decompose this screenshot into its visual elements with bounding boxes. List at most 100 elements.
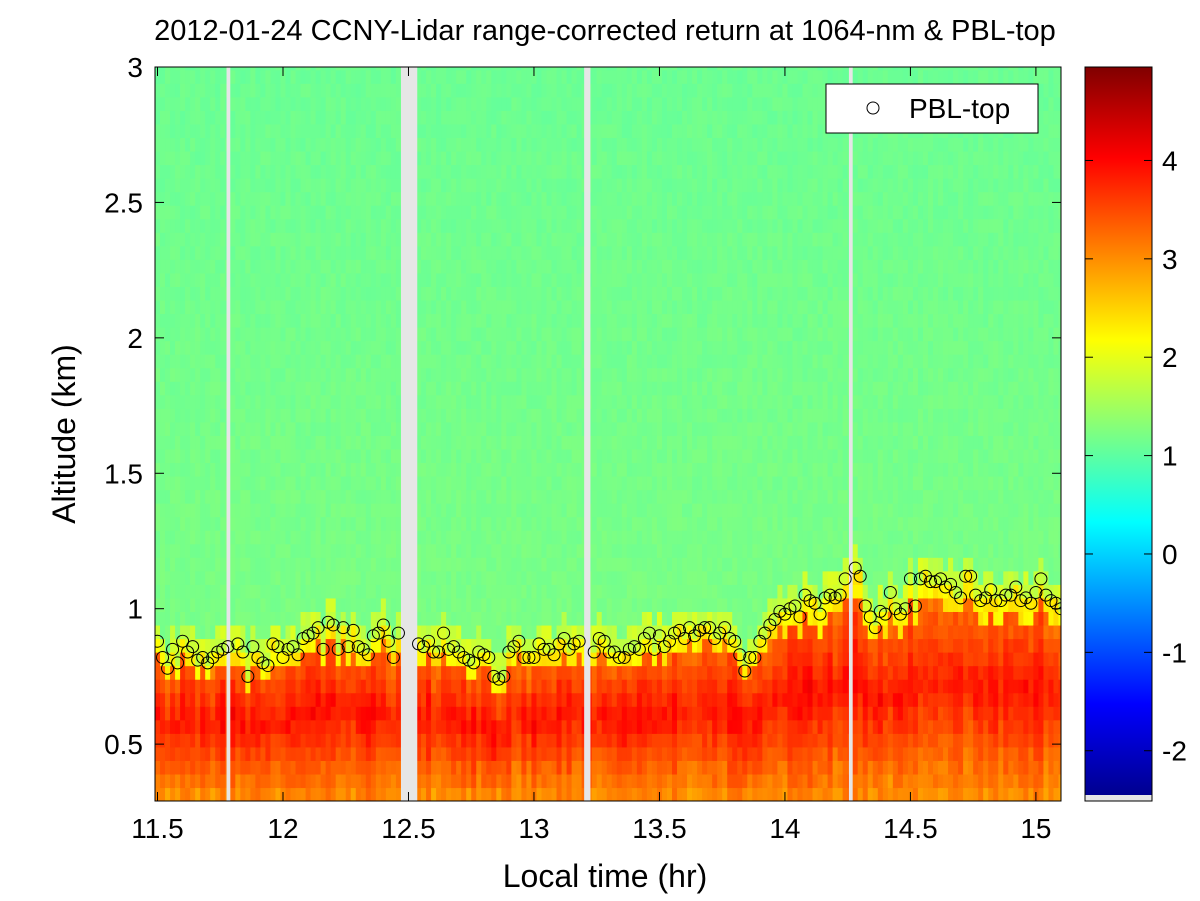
heatmap-cell bbox=[345, 137, 352, 152]
heatmap-cell bbox=[561, 299, 568, 315]
heatmap-cell bbox=[205, 706, 211, 721]
heatmap-cell bbox=[315, 232, 322, 247]
heatmap-cell bbox=[365, 733, 372, 748]
heatmap-cell bbox=[160, 733, 166, 748]
heatmap-cell bbox=[290, 787, 297, 801]
heatmap-cell bbox=[265, 421, 272, 436]
heatmap-cell bbox=[355, 286, 362, 301]
heatmap-cell bbox=[260, 597, 267, 612]
heatmap-cell bbox=[165, 421, 171, 436]
heatmap-cell bbox=[295, 665, 302, 680]
heatmap-cell bbox=[255, 543, 262, 558]
heatmap-cell bbox=[421, 205, 427, 220]
heatmap-cell bbox=[325, 489, 332, 504]
heatmap-cell bbox=[501, 96, 507, 111]
heatmap-cell bbox=[280, 733, 287, 748]
heatmap-cell bbox=[185, 367, 191, 382]
heatmap-cell bbox=[295, 110, 302, 125]
heatmap-cell bbox=[486, 259, 492, 274]
heatmap-cell bbox=[280, 611, 287, 626]
heatmap-cell bbox=[280, 299, 287, 315]
heatmap-cell bbox=[155, 733, 161, 748]
heatmap-cell bbox=[536, 286, 543, 301]
heatmap-cell bbox=[556, 475, 563, 491]
heatmap-cell bbox=[521, 462, 528, 477]
heatmap-cell bbox=[451, 367, 457, 382]
heatmap-cell bbox=[551, 638, 558, 653]
heatmap-cell bbox=[375, 96, 382, 111]
heatmap-cell bbox=[596, 719, 603, 734]
heatmap-cell bbox=[426, 245, 432, 260]
heatmap-cell bbox=[551, 178, 558, 193]
heatmap-cell bbox=[561, 489, 568, 504]
heatmap-cell bbox=[511, 354, 517, 369]
heatmap-cell bbox=[476, 232, 482, 247]
heatmap-cell bbox=[466, 313, 472, 328]
heatmap-cell bbox=[180, 638, 186, 653]
heatmap-cell bbox=[486, 69, 492, 84]
heatmap-cell bbox=[385, 394, 392, 409]
heatmap-cell bbox=[436, 205, 442, 220]
heatmap-cell bbox=[521, 503, 528, 518]
heatmap-cell bbox=[385, 137, 392, 152]
heatmap-cell bbox=[305, 367, 312, 382]
heatmap-cell bbox=[200, 137, 206, 152]
heatmap-cell bbox=[496, 719, 502, 734]
heatmap-cell bbox=[320, 652, 327, 667]
heatmap-cell bbox=[170, 448, 176, 464]
heatmap-cell bbox=[476, 706, 482, 721]
heatmap-cell bbox=[486, 719, 492, 734]
heatmap-cell bbox=[370, 259, 377, 274]
heatmap-cell bbox=[270, 516, 277, 531]
heatmap-cell bbox=[320, 327, 327, 342]
heatmap-cell bbox=[255, 286, 262, 301]
heatmap-cell bbox=[606, 381, 613, 396]
heatmap-cell bbox=[416, 624, 422, 640]
heatmap-cell bbox=[571, 286, 578, 301]
heatmap-cell bbox=[380, 570, 387, 585]
heatmap-cell bbox=[526, 83, 533, 98]
heatmap-cell bbox=[441, 205, 447, 220]
heatmap-cell bbox=[446, 611, 452, 626]
heatmap-cell bbox=[461, 584, 467, 599]
heatmap-cell bbox=[501, 448, 507, 464]
heatmap-cell bbox=[215, 394, 221, 409]
heatmap-cell bbox=[295, 367, 302, 382]
heatmap-cell bbox=[270, 137, 277, 152]
heatmap-cell bbox=[441, 110, 447, 125]
heatmap-cell bbox=[295, 638, 302, 653]
heatmap-cell bbox=[521, 232, 528, 247]
heatmap-cell bbox=[466, 746, 472, 761]
heatmap-cell bbox=[260, 475, 267, 491]
heatmap-cell bbox=[185, 611, 191, 626]
heatmap-cell bbox=[576, 503, 583, 518]
heatmap-cell bbox=[200, 178, 206, 193]
heatmap-cell bbox=[200, 259, 206, 274]
heatmap-cell bbox=[476, 137, 482, 152]
heatmap-cell bbox=[566, 489, 573, 504]
heatmap-cell bbox=[365, 367, 372, 382]
heatmap-cell bbox=[591, 692, 598, 707]
heatmap-cell bbox=[320, 638, 327, 653]
heatmap-cell bbox=[466, 475, 472, 491]
heatmap-cell bbox=[606, 299, 613, 315]
heatmap-cell bbox=[220, 191, 226, 206]
heatmap-cell bbox=[270, 205, 277, 220]
heatmap-cell bbox=[300, 638, 307, 653]
heatmap-cell bbox=[506, 313, 512, 328]
heatmap-cell bbox=[365, 164, 372, 179]
heatmap-cell bbox=[561, 191, 568, 206]
heatmap-cell bbox=[265, 624, 272, 640]
heatmap-cell bbox=[521, 313, 528, 328]
heatmap-cell bbox=[576, 137, 583, 152]
heatmap-cell bbox=[476, 218, 482, 233]
heatmap-cell bbox=[345, 773, 352, 789]
heatmap-cell bbox=[190, 652, 196, 667]
heatmap-cell bbox=[175, 367, 181, 382]
heatmap-cell bbox=[330, 665, 337, 680]
heatmap-cell bbox=[566, 570, 573, 585]
heatmap-cell bbox=[345, 462, 352, 477]
heatmap-cell bbox=[340, 259, 347, 274]
heatmap-cell bbox=[320, 719, 327, 734]
heatmap-cell bbox=[330, 299, 337, 315]
